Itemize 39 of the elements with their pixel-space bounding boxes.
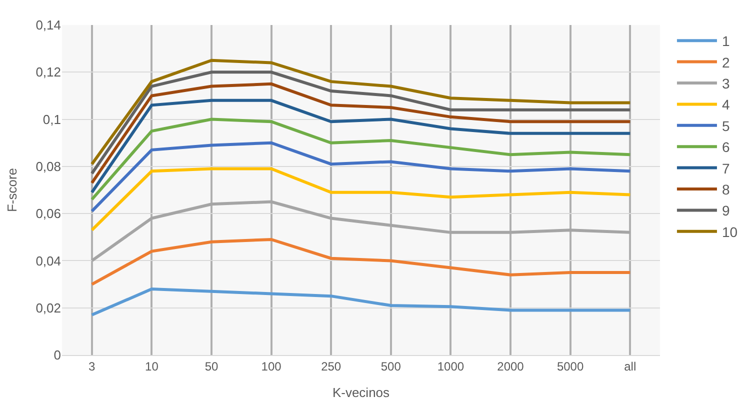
line-series [90, 141, 632, 213]
legend-label: 10 [722, 224, 738, 240]
legend-label: 8 [722, 181, 730, 198]
x-tick-label: 2000 [497, 359, 524, 374]
line-series [90, 238, 632, 286]
x-axis-title: K-vecinos [332, 385, 390, 400]
legend-label: 3 [722, 75, 730, 92]
line-series [90, 98, 632, 194]
x-tick-label: 500 [380, 359, 402, 374]
x-tick-label: 100 [261, 359, 282, 374]
y-tick-label: 0 [54, 348, 61, 363]
x-tick-label: 5000 [556, 359, 584, 374]
y-tick-label: 0,12 [36, 64, 61, 80]
legend-label: 9 [722, 202, 730, 219]
x-tick-label: 10 [145, 359, 159, 374]
y-tick-label: 0,1 [42, 112, 61, 127]
line-series [90, 288, 632, 316]
line-series [90, 167, 632, 232]
x-tick-label: all [624, 359, 636, 374]
x-tick-label: 1000 [437, 359, 464, 374]
y-tick-label: 0,14 [36, 18, 61, 33]
x-tick-label: 50 [204, 359, 218, 374]
legend-label: 2 [722, 54, 730, 70]
line-series [90, 82, 632, 184]
legend-label: 4 [722, 96, 730, 113]
legend-label: 6 [722, 139, 730, 156]
line-series [90, 70, 632, 175]
line-series [90, 58, 632, 166]
y-tick-label: 0,08 [36, 158, 61, 174]
legend-label: 5 [722, 118, 730, 134]
y-axis-title: F-score [4, 168, 20, 212]
line-series [90, 118, 632, 201]
y-tick-label: 0,06 [36, 206, 61, 222]
x-tick-label: 3 [88, 359, 96, 374]
y-tick-label: 0,02 [36, 300, 61, 316]
x-tick-label: 250 [321, 359, 342, 374]
legend-label: 7 [722, 160, 730, 176]
y-tick-label: 0,04 [36, 253, 61, 268]
legend-label: 1 [722, 33, 730, 50]
